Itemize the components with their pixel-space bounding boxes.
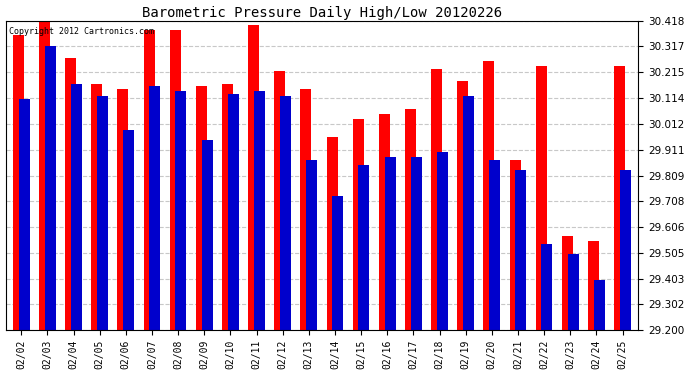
Bar [515, 170, 526, 330]
Bar [535, 66, 546, 330]
Bar [280, 96, 291, 330]
Title: Barometric Pressure Daily High/Low 20120226: Barometric Pressure Daily High/Low 20120… [142, 6, 502, 20]
Bar [254, 92, 265, 330]
Bar [463, 96, 474, 330]
Bar [175, 92, 186, 330]
Bar [405, 109, 416, 330]
Bar [144, 30, 155, 330]
Bar [353, 119, 364, 330]
Bar [117, 89, 128, 330]
Bar [228, 94, 239, 330]
Text: Copyright 2012 Cartronics.com: Copyright 2012 Cartronics.com [9, 27, 154, 36]
Bar [275, 71, 285, 330]
Bar [326, 137, 337, 330]
Bar [437, 152, 448, 330]
Bar [568, 254, 579, 330]
Bar [248, 25, 259, 330]
Bar [201, 140, 213, 330]
Bar [39, 20, 50, 330]
Bar [71, 84, 82, 330]
Bar [457, 81, 469, 330]
Bar [510, 160, 520, 330]
Bar [411, 158, 422, 330]
Bar [594, 279, 604, 330]
Bar [306, 160, 317, 330]
Bar [91, 84, 102, 330]
Bar [489, 160, 500, 330]
Bar [431, 69, 442, 330]
Bar [222, 84, 233, 330]
Bar [13, 36, 24, 330]
Bar [124, 129, 134, 330]
Bar [170, 30, 181, 330]
Bar [19, 99, 30, 330]
Bar [149, 86, 160, 330]
Bar [620, 170, 631, 330]
Bar [379, 114, 390, 330]
Bar [300, 89, 311, 330]
Bar [484, 61, 495, 330]
Bar [384, 158, 395, 330]
Bar [562, 236, 573, 330]
Bar [588, 242, 599, 330]
Bar [614, 66, 625, 330]
Bar [196, 86, 207, 330]
Bar [542, 244, 553, 330]
Bar [333, 196, 344, 330]
Bar [359, 165, 369, 330]
Bar [65, 58, 76, 330]
Bar [45, 46, 56, 330]
Bar [97, 96, 108, 330]
